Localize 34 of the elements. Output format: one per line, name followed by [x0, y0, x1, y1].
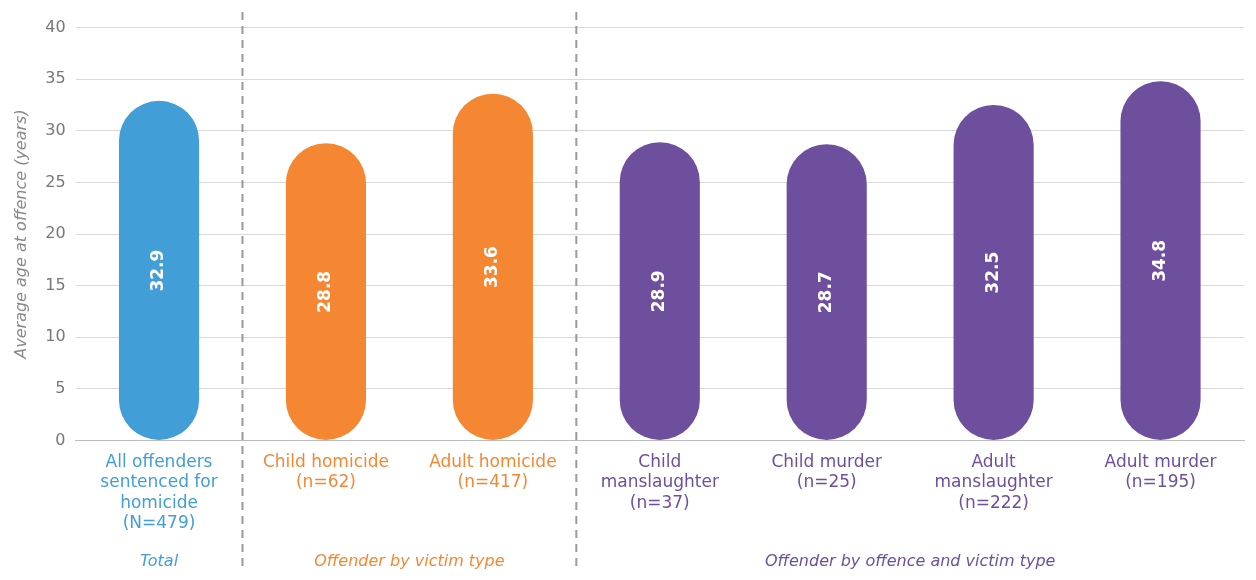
bar [953, 105, 1034, 440]
y-axis-title: Average age at offence (years) [10, 109, 30, 360]
text: Offender by offence and victim type [764, 551, 1056, 571]
y-tick-label: 25 [45, 171, 66, 191]
data-label: 28.7 [815, 271, 836, 314]
y-tick-label: 35 [45, 68, 66, 88]
x-tick-label: Adult homicide (n=417) [429, 451, 557, 492]
bar [452, 93, 533, 440]
bar [786, 144, 867, 440]
x-tick-label: All offenders sentenced for homicide (N=479) [100, 451, 218, 533]
text: Offender by victim type [314, 551, 505, 571]
y-tick-label: 40 [45, 16, 66, 36]
x-tick-label: Adult manslaughter (n=222) [934, 451, 1053, 512]
bar [285, 143, 366, 440]
bar [118, 100, 200, 440]
bar [619, 142, 700, 440]
data-label: 34.8 [1148, 239, 1169, 282]
data-label: 32.5 [982, 251, 1003, 294]
data-label: 33.6 [481, 246, 502, 288]
bar [1120, 81, 1201, 440]
data-label: 28.8 [314, 270, 335, 313]
data-label: 32.9 [147, 249, 168, 292]
x-tick-label: Child murder (n=25) [771, 451, 882, 492]
y-tick-label: 10 [45, 326, 66, 346]
y-tick-label: 0 [55, 429, 66, 449]
x-tick-label: Adult murder (n=195) [1104, 451, 1217, 492]
text: Total [139, 551, 179, 571]
y-tick-label: 5 [55, 377, 66, 397]
x-tick-label: Child homicide (n=62) [262, 451, 389, 492]
x-tick-label: Child manslaughter (n=37) [600, 451, 719, 512]
y-tick-label: 15 [45, 274, 66, 294]
y-tick-label: 30 [45, 119, 66, 139]
data-label: 28.9 [648, 270, 669, 313]
y-tick-label: 20 [45, 223, 66, 243]
